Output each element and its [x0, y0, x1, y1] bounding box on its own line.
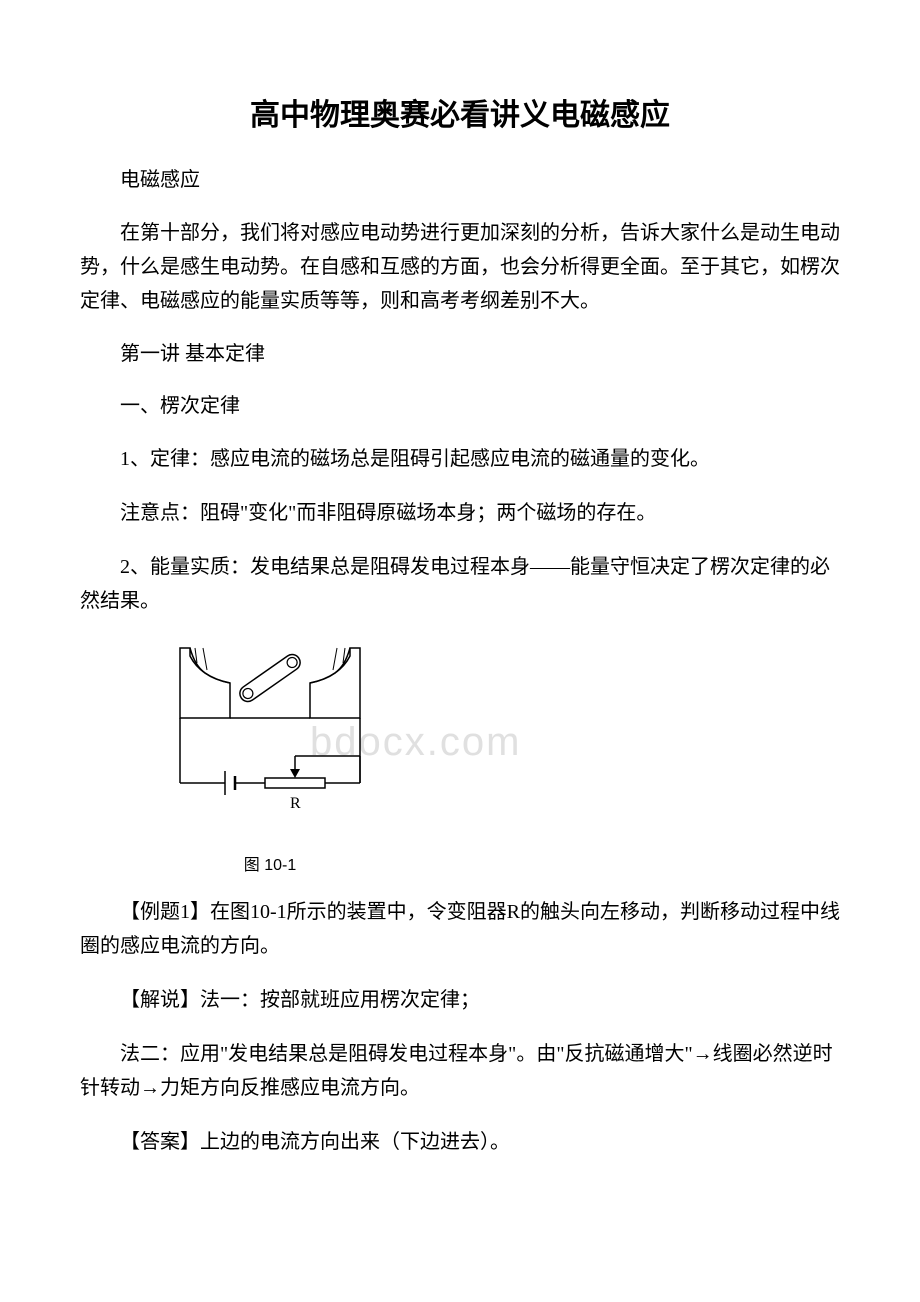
section-1-heading: 一、楞次定律: [80, 390, 840, 422]
explanation-method-2: 法二：应用"发电结果总是阻碍发电过程本身"。由"反抗磁通增大"→线圈必然逆时针转…: [80, 1037, 840, 1105]
document-title: 高中物理奥赛必看讲义电磁感应: [80, 90, 840, 134]
figure-10-1: R: [140, 638, 840, 843]
point-2: 2、能量实质：发电结果总是阻碍发电过程本身——能量守恒决定了楞次定律的必然结果。: [80, 550, 840, 618]
note-text: 注意点：阻碍"变化"而非阻碍原磁场本身；两个磁场的存在。: [80, 496, 840, 530]
explanation-method-1: 【解说】法一：按部就班应用楞次定律；: [80, 983, 840, 1017]
point-1: 1、定律：感应电流的磁场总是阻碍引起感应电流的磁通量的变化。: [80, 442, 840, 476]
circuit-diagram-svg: R: [140, 638, 400, 838]
example-1: 【例题1】在图10-1所示的装置中，令变阻器R的触头向左移动，判断移动过程中线圈…: [80, 895, 840, 963]
lecture-heading: 第一讲 基本定律: [80, 338, 840, 370]
resistor-label: R: [290, 795, 301, 812]
heading-topic: 电磁感应: [80, 164, 840, 196]
intro-paragraph: 在第十部分，我们将对感应电动势进行更加深刻的分析，告诉大家什么是动生电动势，什么…: [80, 216, 840, 318]
figure-caption: 图 10-1: [140, 851, 400, 875]
answer-text: 【答案】上边的电流方向出来（下边进去）。: [80, 1125, 840, 1159]
